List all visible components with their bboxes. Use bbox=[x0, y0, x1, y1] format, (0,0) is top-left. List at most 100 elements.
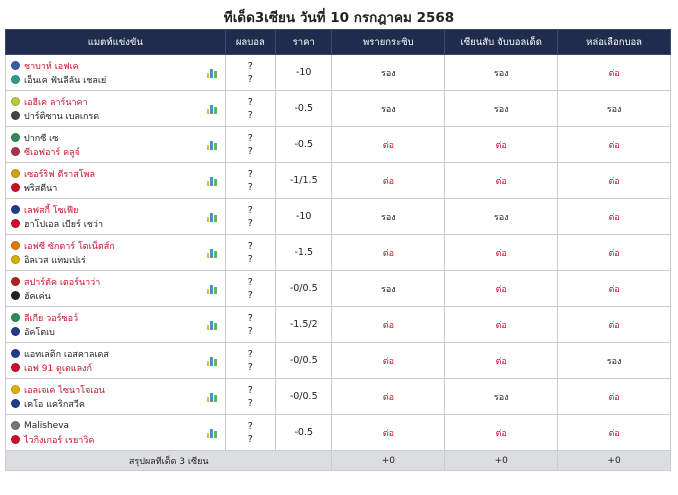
away-team-name: ปาร์ติซาน เบลเกรด bbox=[24, 111, 100, 122]
price-cell: -10 bbox=[275, 54, 333, 91]
table-row: เลฟสกี้ โซเฟีย ฮาโปเอล เบียร์ เชว่า?? -10 ร… bbox=[5, 198, 671, 235]
table-row: Malisheva ไวกิงเกอร์ เรยาวิค?? -0.5 ต่อ ต่อต… bbox=[5, 414, 671, 451]
away-team[interactable]: อิลเวส แทมเปเร่ bbox=[11, 253, 225, 267]
match-cell[interactable]: ชาบาห์ เอฟเค เอ็นเค ฟันลีลัน เชลเย่ bbox=[5, 54, 226, 91]
pick3-cell: ต่อ bbox=[557, 270, 671, 307]
home-team[interactable]: ชาบาห์ เอฟเค bbox=[11, 59, 225, 73]
price-cell: -0/0.5 bbox=[275, 342, 333, 379]
pick2-cell: รอง bbox=[444, 198, 559, 235]
pick1-cell: รอง bbox=[331, 198, 446, 235]
stats-chart-icon[interactable] bbox=[206, 68, 217, 78]
score-cell: ?? bbox=[224, 306, 277, 343]
away-team-logo-icon bbox=[11, 111, 20, 120]
away-team-logo-icon bbox=[11, 363, 20, 372]
home-team-name: แอทเลติก เอสคาลเดส bbox=[24, 349, 109, 360]
away-team-name: ฮาโปเอล เบียร์ เชว่า bbox=[24, 219, 104, 230]
away-score: ? bbox=[247, 325, 253, 337]
home-team[interactable]: เซอร์ริฟ ตีราสโพล bbox=[11, 167, 225, 181]
stats-chart-icon[interactable] bbox=[206, 428, 217, 438]
away-team-logo-icon bbox=[11, 147, 20, 156]
away-team[interactable]: พริสตีนา bbox=[11, 181, 225, 195]
stats-chart-icon[interactable] bbox=[206, 176, 217, 186]
stats-chart-icon[interactable] bbox=[206, 248, 217, 258]
away-team[interactable]: ฮาโปเอล เบียร์ เชว่า bbox=[11, 217, 225, 231]
home-team[interactable]: แอทเลติก เอสคาลเดส bbox=[11, 347, 225, 361]
score-cell: ?? bbox=[224, 90, 277, 127]
home-team-logo-icon bbox=[11, 169, 20, 178]
match-cell[interactable]: ปากซี เซ ซีเอฟอาร์ คลูจ์ bbox=[5, 126, 226, 163]
home-team-name: ชาบาห์ เอฟเค bbox=[24, 61, 79, 72]
summary-pick3: +0 bbox=[557, 450, 671, 471]
away-team[interactable]: ไวกิงเกอร์ เรยาวิค bbox=[11, 433, 225, 447]
table-body: ชาบาห์ เอฟเค เอ็นเค ฟันลีลัน เชลเย่?? -10 ร… bbox=[5, 54, 671, 451]
score-cell: ?? bbox=[224, 378, 277, 415]
match-cell[interactable]: แอทเลติก เอสคาลเดสเอฟ 91 ดูเดแลงก์ bbox=[5, 342, 226, 379]
stats-chart-icon[interactable] bbox=[206, 392, 217, 402]
match-cell[interactable]: เซอร์ริฟ ตีราสโพล พริสตีนา bbox=[5, 162, 226, 199]
stats-chart-icon[interactable] bbox=[206, 104, 217, 114]
home-team[interactable]: เลฟสกี้ โซเฟีย bbox=[11, 203, 225, 217]
table-row: ลีเกีย วอร์ซอว์ อัคโตเบ?? -1.5/2 ต่อ ต่อ ต่อ bbox=[5, 306, 671, 343]
pick2-cell: ต่อ bbox=[444, 270, 559, 307]
pick2-cell: ต่อ bbox=[444, 126, 559, 163]
table-header-row: แมตท์แข่งขัน ผลบอล ราคา พรายกระซิบ เซียน… bbox=[5, 29, 671, 55]
home-team-name: เลฟสกี้ โซเฟีย bbox=[24, 205, 79, 216]
score-cell: ?? bbox=[224, 342, 277, 379]
pick1-cell: รอง bbox=[331, 54, 446, 91]
pick3-cell: ต่อ bbox=[557, 306, 671, 343]
home-team-name: สปาร์ตัค เตอร์นาว่า bbox=[24, 277, 101, 288]
away-team[interactable]: เอ็นเค ฟันลีลัน เชลเย่ bbox=[11, 73, 225, 87]
stats-chart-icon[interactable] bbox=[206, 284, 217, 294]
match-cell[interactable]: เอฟซี ซักตาร์ โดเน็ตส์ก อิลเวส แทมเปเร่ bbox=[5, 234, 226, 271]
away-score: ? bbox=[247, 145, 253, 157]
home-team[interactable]: เอฮีเค ลาร์นาคา bbox=[11, 95, 225, 109]
home-team[interactable]: สปาร์ตัค เตอร์นาว่า bbox=[11, 275, 225, 289]
away-score: ? bbox=[247, 433, 253, 445]
match-cell[interactable]: Malisheva ไวกิงเกอร์ เรยาวิค bbox=[5, 414, 226, 451]
price-cell: -0/0.5 bbox=[275, 378, 333, 415]
away-team[interactable]: ซีเอฟอาร์ คลูจ์ bbox=[11, 145, 225, 159]
away-team[interactable]: ปาร์ติซาน เบลเกรด bbox=[11, 109, 225, 123]
away-score: ? bbox=[247, 289, 253, 301]
match-cell[interactable]: สปาร์ตัค เตอร์นาว่า ฮัคเค่น bbox=[5, 270, 226, 307]
match-cell[interactable]: ลีเกีย วอร์ซอว์ อัคโตเบ bbox=[5, 306, 226, 343]
away-team[interactable]: อัคโตเบ bbox=[11, 325, 225, 339]
pick3-cell: ต่อ bbox=[557, 198, 671, 235]
away-team[interactable]: ฮัคเค่น bbox=[11, 289, 225, 303]
away-team-logo-icon bbox=[11, 327, 20, 336]
table-row: สปาร์ตัค เตอร์นาว่า ฮัคเค่น?? -0/0.5 รอง ต่อ… bbox=[5, 270, 671, 307]
header-pick3: หล่อเลือกบอล bbox=[557, 29, 671, 55]
table-row: เอฮีเค ลาร์นาคา ปาร์ติซาน เบลเกรด?? -0.5 รอ… bbox=[5, 90, 671, 127]
away-score: ? bbox=[247, 253, 253, 265]
away-team[interactable]: เคโอ แคริกสวีค bbox=[11, 397, 225, 411]
stats-chart-icon[interactable] bbox=[206, 356, 217, 366]
score-cell: ?? bbox=[224, 414, 277, 451]
home-score: ? bbox=[247, 60, 253, 72]
home-score: ? bbox=[247, 276, 253, 288]
home-score: ? bbox=[247, 168, 253, 180]
home-team[interactable]: ลีเกีย วอร์ซอว์ bbox=[11, 311, 225, 325]
home-team[interactable]: เอลเจเค ไซนาโจเอน bbox=[11, 383, 225, 397]
match-cell[interactable]: เลฟสกี้ โซเฟียฮาโปเอล เบียร์ เชว่า bbox=[5, 198, 226, 235]
stats-chart-icon[interactable] bbox=[206, 212, 217, 222]
summary-label: สรุปผลทีเด็ด 3 เซียน bbox=[4, 450, 333, 471]
away-team-logo-icon bbox=[11, 219, 20, 228]
away-team-name: เอฟ 91 ดูเดแลงก์ bbox=[24, 363, 92, 374]
pick3-cell: ต่อ bbox=[557, 234, 671, 271]
home-team[interactable]: Malisheva bbox=[11, 419, 225, 433]
match-cell[interactable]: เอฮีเค ลาร์นาคาปาร์ติซาน เบลเกรด bbox=[5, 90, 226, 127]
pick2-cell: ต่อ bbox=[444, 162, 559, 199]
home-team-name: ปากซี เซ bbox=[24, 133, 59, 144]
stats-chart-icon[interactable] bbox=[206, 140, 217, 150]
home-team[interactable]: เอฟซี ซักตาร์ โดเน็ตส์ก bbox=[11, 239, 225, 253]
table-row: เซอร์ริฟ ตีราสโพล พริสตีนา?? -1/1.5 ต่อ ต่อต… bbox=[5, 162, 671, 199]
home-team[interactable]: ปากซี เซ bbox=[11, 131, 225, 145]
away-team-logo-icon bbox=[11, 255, 20, 264]
match-cell[interactable]: เอลเจเค ไซนาโจเอน เคโอ แคริกสวีค bbox=[5, 378, 226, 415]
pick3-cell: ต่อ bbox=[557, 162, 671, 199]
home-team-name: ลีเกีย วอร์ซอว์ bbox=[24, 313, 79, 324]
home-team-name: เอฮีเค ลาร์นาคา bbox=[24, 97, 88, 108]
away-team[interactable]: เอฟ 91 ดูเดแลงก์ bbox=[11, 361, 225, 375]
pick1-cell: รอง bbox=[331, 270, 446, 307]
stats-chart-icon[interactable] bbox=[206, 320, 217, 330]
